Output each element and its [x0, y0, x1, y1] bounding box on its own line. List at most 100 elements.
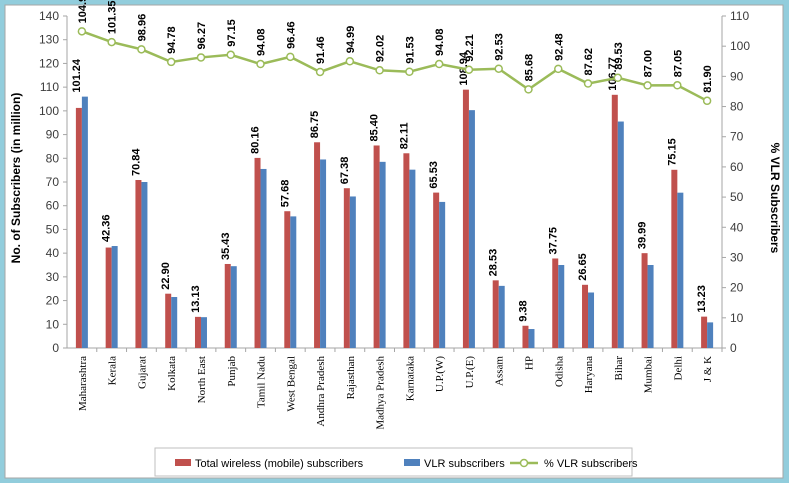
bar-total-value-label: 42.36 — [101, 214, 113, 242]
bar-vlr-subscribers — [528, 329, 535, 348]
y-tick-label: 130 — [39, 33, 59, 47]
bar-total-value-label: 39.99 — [637, 222, 649, 250]
y2-tick-label: 80 — [730, 100, 744, 114]
bar-total-value-label: 9.38 — [517, 300, 529, 321]
bar-total-value-label: 75.15 — [666, 138, 678, 166]
y2-tick-label: 110 — [730, 9, 749, 23]
point-pct-vlr-value-label: 87.05 — [672, 50, 684, 78]
point-pct-vlr-value-label: 96.27 — [196, 22, 208, 50]
category-label: Karnataka — [404, 356, 416, 401]
point-pct-vlr — [524, 85, 533, 94]
y-axis-title: No. of Subscribers (in million) — [9, 93, 23, 264]
point-pct-vlr-value-label: 92.53 — [494, 33, 506, 61]
point-pct-vlr-value-label: 94.08 — [256, 29, 268, 57]
bar-vlr-subscribers — [468, 110, 475, 348]
point-pct-vlr-value-label: 89.53 — [613, 42, 625, 70]
point-pct-vlr — [643, 81, 652, 90]
point-pct-vlr — [166, 57, 176, 67]
bar-total-value-label: 85.40 — [369, 114, 381, 142]
y-tick-label: 90 — [46, 128, 60, 142]
bar-vlr-subscribers — [230, 266, 237, 348]
bar-total-value-label: 35.43 — [220, 232, 232, 260]
chart-frame — [4, 4, 784, 479]
category-label: Punjab — [226, 356, 238, 387]
bar-total-subscribers — [582, 284, 589, 348]
point-pct-vlr-value-label: 91.46 — [315, 36, 327, 64]
legend-box — [154, 447, 633, 477]
point-pct-vlr-value-label: 81.90 — [702, 65, 714, 93]
bar-vlr-subscribers — [558, 265, 565, 348]
point-pct-vlr — [375, 66, 384, 75]
bar-vlr-subscribers — [677, 192, 684, 348]
bar-total-subscribers — [552, 258, 559, 348]
bar-total-value-label: 26.65 — [577, 253, 589, 281]
y-tick-label: 100 — [39, 104, 59, 118]
y-tick-label: 20 — [46, 294, 60, 308]
bar-vlr-subscribers — [141, 182, 148, 348]
bar-total-subscribers — [254, 157, 261, 348]
category-label: Haryana — [583, 356, 595, 393]
y2-tick-label: 100 — [730, 39, 750, 53]
category-label: Maharashtra — [77, 356, 89, 411]
point-pct-vlr — [464, 65, 474, 74]
bar-total-subscribers — [343, 188, 350, 348]
point-pct-vlr-value-label: 98.96 — [136, 14, 148, 42]
bar-total-value-label: 22.90 — [160, 262, 172, 290]
point-pct-vlr — [434, 59, 444, 69]
category-label: Kerala — [107, 356, 119, 385]
category-label: North East — [196, 356, 208, 403]
y2-tick-label: 90 — [730, 69, 744, 83]
point-pct-vlr-value-label: 87.62 — [583, 48, 595, 76]
point-pct-vlr — [107, 37, 116, 47]
bar-vlr-subscribers — [81, 96, 88, 348]
legend-label-pct-vlr: % VLR subscribers — [544, 458, 638, 470]
bar-vlr-subscribers — [200, 317, 207, 348]
y-tick-label: 30 — [46, 270, 60, 284]
bar-vlr-subscribers — [290, 216, 297, 348]
y2-tick-label: 20 — [730, 281, 744, 295]
category-label: Gujarat — [136, 356, 148, 389]
category-label: West Bengal — [285, 356, 297, 412]
y2-tick-label: 60 — [730, 160, 744, 174]
bar-total-value-label: 80.16 — [250, 126, 262, 154]
point-pct-vlr-value-label: 87.00 — [643, 50, 655, 78]
y2-tick-label: 50 — [730, 190, 744, 204]
bar-total-subscribers — [433, 192, 440, 348]
point-pct-vlr-value-label: 92.02 — [375, 35, 387, 63]
bar-total-value-label: 37.75 — [547, 227, 559, 255]
legend-swatch-vlr-subscribers — [404, 459, 420, 466]
y-tick-label: 0 — [52, 341, 59, 355]
category-label: Delhi — [672, 356, 684, 380]
point-pct-vlr — [554, 64, 563, 74]
bar-total-value-label: 101.24 — [71, 58, 83, 93]
bar-total-subscribers — [701, 316, 708, 348]
point-pct-vlr-value-label: 104.92 — [77, 0, 89, 23]
y-tick-label: 70 — [46, 175, 60, 189]
bar-total-value-label: 82.11 — [398, 122, 410, 149]
point-pct-vlr — [315, 67, 325, 77]
bar-total-value-label: 67.38 — [339, 157, 351, 185]
bar-total-subscribers — [224, 263, 231, 348]
legend-marker-pct-vlr — [519, 458, 529, 468]
bar-vlr-subscribers — [588, 292, 595, 348]
bar-vlr-subscribers — [707, 322, 714, 348]
category-label: Odisha — [553, 356, 565, 387]
bar-vlr-subscribers — [260, 168, 267, 348]
plot-area: 0 10 20 30 40 50 60 70 80 90 100 110 120 130 140 0 10 20 3… — [39, 0, 750, 430]
point-pct-vlr — [196, 53, 206, 62]
point-pct-vlr — [286, 52, 295, 62]
bar-total-subscribers — [641, 253, 648, 348]
point-pct-vlr — [613, 73, 623, 83]
category-label: Bihar — [613, 356, 625, 381]
y2-tick-label: 30 — [730, 250, 744, 264]
bar-total-value-label: 106.77 — [607, 57, 619, 91]
category-label: J & K — [702, 356, 714, 382]
bar-total-value-label: 13.13 — [190, 285, 202, 313]
bar-total-subscribers — [403, 153, 410, 348]
point-pct-vlr-value-label: 96.46 — [285, 21, 297, 49]
y-tick-label: 120 — [39, 56, 59, 70]
point-pct-vlr — [405, 67, 414, 76]
bar-total-subscribers — [522, 325, 529, 348]
point-pct-vlr — [583, 79, 593, 88]
